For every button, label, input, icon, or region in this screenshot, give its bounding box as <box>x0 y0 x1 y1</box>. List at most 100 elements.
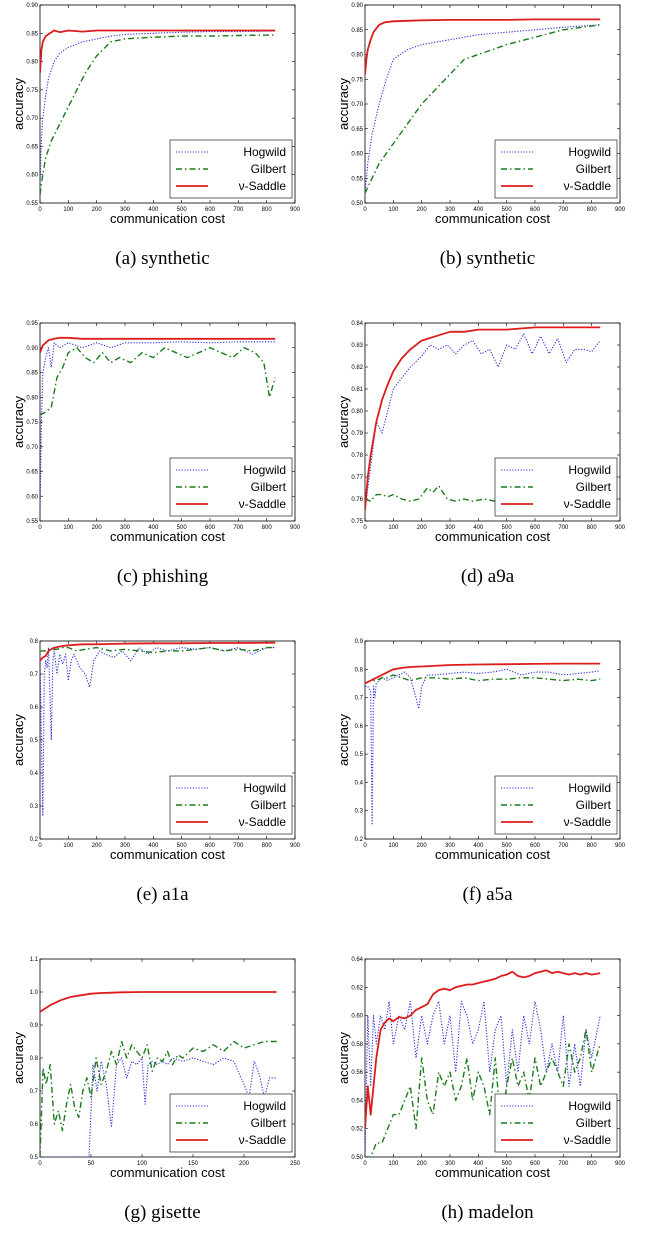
legend-label: Gilbert <box>576 162 612 176</box>
plot-frame <box>364 958 621 1158</box>
x-tick-label: 800 <box>262 843 273 849</box>
y-tick-label: 0.5 <box>30 738 39 744</box>
y-tick-label: 0.9 <box>30 1023 39 1029</box>
x-tick-label: 0 <box>363 1161 367 1167</box>
legend-label: Hogwild <box>568 463 611 477</box>
x-axis-label: communication cost <box>110 211 225 226</box>
x-tick-label: 300 <box>120 843 131 849</box>
x-axis-label: communication cost <box>110 1165 225 1180</box>
subfigure-caption: (h) madelon <box>441 1202 534 1223</box>
legend-label: ν-Saddle <box>239 815 287 829</box>
y-tick-label: 1.1 <box>30 957 39 963</box>
subfigure-caption: (d) a9a <box>460 566 515 587</box>
legend-label: ν-Saddle <box>564 815 612 829</box>
x-tick-label: 0 <box>363 207 367 213</box>
x-tick-label: 0 <box>38 843 42 849</box>
x-tick-label: 100 <box>388 843 399 849</box>
y-tick-label: 0.95 <box>26 321 38 327</box>
x-tick-label: 200 <box>92 525 103 531</box>
y-tick-label: 0.90 <box>26 346 38 352</box>
y-tick-label: 0.78 <box>351 453 363 459</box>
legend-label: ν-Saddle <box>564 1133 612 1147</box>
y-tick-label: 0.55 <box>351 176 363 182</box>
y-tick-label: 0.70 <box>26 116 38 122</box>
y-tick-label: 0.80 <box>351 53 363 59</box>
series-line-dashdot <box>365 1028 601 1157</box>
x-axis-label: communication cost <box>435 847 550 862</box>
x-tick-label: 800 <box>262 207 273 213</box>
x-tick-label: 100 <box>63 843 74 849</box>
chart-svg: 0 100 200 300 400 500 600 700 800 900 0.50 0.55 0.60… <box>336 3 626 226</box>
x-tick-label: 800 <box>262 525 273 531</box>
series-line-dashdot <box>40 34 276 195</box>
y-tick-label: 0.80 <box>26 395 38 401</box>
series-line-dashdot <box>365 674 601 685</box>
x-tick-label: 200 <box>239 1161 250 1167</box>
chart-panel-1: 0 100 200 300 400 500 600 700 800 900 0.50 0.55 0.60… <box>325 0 650 300</box>
y-tick-label: 0.60 <box>351 152 363 158</box>
series-line-dotted <box>40 1057 277 1157</box>
legend-label: Hogwild <box>243 781 286 795</box>
x-tick-label: 900 <box>290 843 301 849</box>
legend-label: ν-Saddle <box>239 179 287 193</box>
x-tick-label: 300 <box>445 525 456 531</box>
chart-svg: 0 100 200 300 400 500 600 700 800 900 0.55 0.60 0.65… <box>11 321 301 544</box>
y-tick-label: 0.64 <box>351 957 363 963</box>
x-axis-label: communication cost <box>110 529 225 544</box>
x-tick-label: 700 <box>558 525 569 531</box>
x-tick-label: 500 <box>502 207 513 213</box>
x-tick-label: 500 <box>502 1161 513 1167</box>
x-tick-label: 200 <box>417 1161 428 1167</box>
y-tick-label: 0.82 <box>351 365 363 371</box>
y-tick-label: 0.55 <box>26 519 38 525</box>
x-tick-label: 900 <box>615 207 626 213</box>
subfigure-caption: (c) phishing <box>116 566 209 587</box>
x-tick-label: 200 <box>417 843 428 849</box>
y-tick-label: 0.56 <box>351 1070 363 1076</box>
y-tick-label: 0.85 <box>351 28 363 34</box>
x-tick-label: 400 <box>148 207 159 213</box>
y-tick-label: 0.79 <box>351 431 363 437</box>
legend-label: Hogwild <box>243 1099 286 1113</box>
y-tick-label: 0.65 <box>26 470 38 476</box>
legend-label: Gilbert <box>251 798 287 812</box>
series-line-solid <box>365 662 601 685</box>
legend-label: ν-Saddle <box>564 497 612 511</box>
x-tick-label: 100 <box>388 207 399 213</box>
x-tick-label: 900 <box>290 207 301 213</box>
y-axis-label: accuracy <box>11 395 26 448</box>
x-tick-label: 300 <box>445 843 456 849</box>
y-tick-label: 0.62 <box>351 985 363 991</box>
chart-panel-4: 0 100 200 300 400 500 600 700 800 900 0.2 0.3 0.4 0.5… <box>0 636 325 936</box>
chart-svg: 0 50 100 150 200 250 0.5 0.6 0.7 0.8 0.9 1.0 1.1 comm… <box>11 957 301 1180</box>
y-tick-label: 0.50 <box>351 201 363 207</box>
series-line-solid <box>40 991 277 1013</box>
y-tick-label: 0.7 <box>30 1089 39 1095</box>
series-line-solid <box>365 326 601 511</box>
x-tick-label: 500 <box>177 207 188 213</box>
x-tick-label: 800 <box>587 1161 598 1167</box>
plot-frame <box>364 640 621 840</box>
y-tick-label: 0.3 <box>30 804 39 810</box>
legend-label: Gilbert <box>251 480 287 494</box>
x-tick-label: 700 <box>233 525 244 531</box>
y-tick-label: 0.58 <box>351 1042 363 1048</box>
x-tick-label: 300 <box>445 207 456 213</box>
chart-panel-7: 0 100 200 300 400 500 600 700 800 900 0.50 0.52 0.54… <box>325 954 650 1254</box>
y-tick-label: 0.9 <box>355 639 364 645</box>
subfigure-caption: (g) gisette <box>124 1202 201 1223</box>
x-tick-label: 400 <box>148 843 159 849</box>
legend-label: Hogwild <box>568 781 611 795</box>
y-tick-label: 0.54 <box>351 1098 363 1104</box>
y-tick-label: 0.52 <box>351 1127 363 1133</box>
y-tick-label: 0.60 <box>26 494 38 500</box>
x-tick-label: 0 <box>38 1161 42 1167</box>
y-tick-label: 0.6 <box>30 1122 39 1128</box>
x-tick-label: 500 <box>177 525 188 531</box>
chart-svg: 0 100 200 300 400 500 600 700 800 900 0.2 0.3 0.4 0.5… <box>336 639 626 862</box>
y-tick-label: 0.80 <box>351 409 363 415</box>
y-tick-label: 0.65 <box>26 144 38 150</box>
plot-frame <box>364 322 621 522</box>
y-tick-label: 0.50 <box>351 1155 363 1161</box>
